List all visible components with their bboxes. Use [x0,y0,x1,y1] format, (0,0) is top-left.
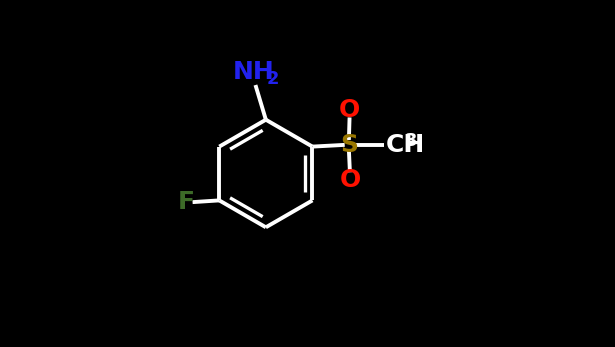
Text: O: O [339,168,360,192]
Text: F: F [178,190,195,214]
Text: O: O [339,98,360,122]
Text: CH: CH [386,133,424,157]
Text: 2: 2 [266,70,279,88]
Text: 3: 3 [405,132,417,150]
Text: S: S [340,133,358,157]
Text: NH: NH [233,60,274,84]
